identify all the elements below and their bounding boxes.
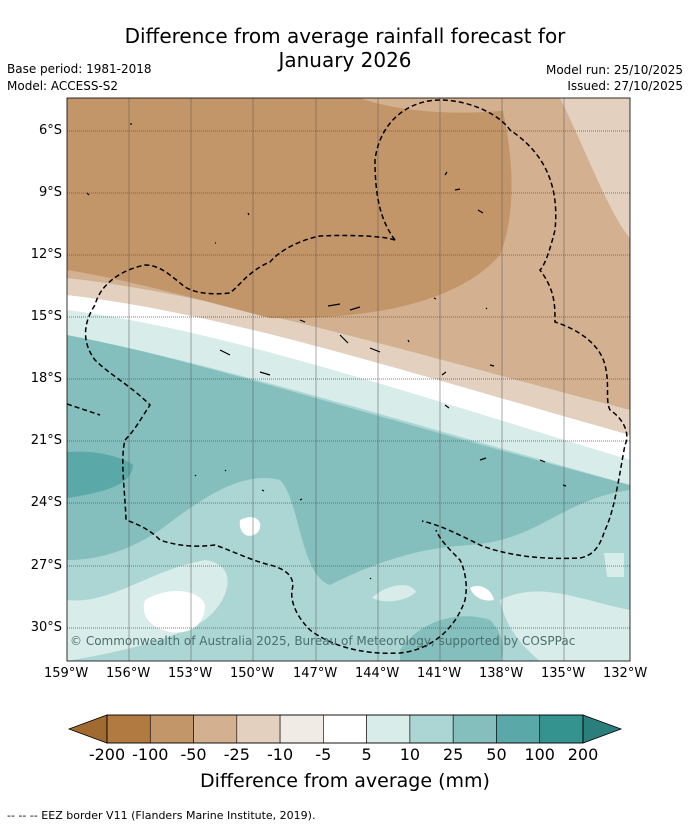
colorbar-cell-4 — [279, 714, 324, 744]
eez-border-fragment — [67, 403, 101, 416]
colorbar — [67, 714, 623, 744]
colorbar-tick-label: -5 — [315, 745, 332, 764]
colorbar-frame — [106, 714, 584, 744]
colorbar-cell-10 — [539, 714, 584, 744]
colorbar-tick-label: 25 — [442, 745, 464, 764]
model-name: Model: ACCESS-S2 — [7, 79, 119, 93]
title-line-2: January 2026 — [278, 48, 412, 72]
lon-label-147w: 147°W — [293, 666, 338, 681]
title-line-1: Difference from average rainfall forecas… — [124, 24, 566, 48]
lat-label-6s: 6°S — [38, 123, 62, 138]
lat-label-30s: 30°S — [30, 620, 62, 635]
lat-label-18s: 18°S — [30, 371, 62, 386]
colorbar-tick-label: -100 — [132, 745, 169, 764]
lat-label-24s: 24°S — [30, 495, 62, 510]
colorbar-tick-label: -25 — [223, 745, 250, 764]
white-patch-sw — [143, 590, 205, 633]
islands — [86, 123, 567, 580]
lon-label-144w: 144°W — [355, 666, 400, 681]
eez-border-east — [374, 99, 628, 560]
colorbar-low-arrow — [67, 714, 108, 744]
base-period: Base period: 1981-2018 — [7, 62, 152, 76]
colorbar-cell-0 — [106, 714, 151, 744]
colorbar-tick-label: 10 — [399, 745, 421, 764]
lon-label-138w: 138°W — [479, 666, 524, 681]
lon-label-141w: 141°W — [417, 666, 462, 681]
colorbar-cell-5 — [323, 714, 367, 744]
map-frame — [66, 97, 631, 662]
model-run: Model run: 25/10/2025 — [545, 63, 683, 77]
lat-label-9s: 9°S — [38, 185, 62, 200]
colorbar-cell-7 — [409, 714, 454, 744]
band-teal-50-100 — [67, 335, 630, 585]
band-white — [67, 295, 630, 460]
white-patch-se — [470, 585, 494, 601]
colorbar-cell-8 — [452, 714, 497, 744]
colorbar-cell-2 — [193, 714, 238, 744]
light-patch-east — [604, 553, 624, 577]
colorbar-tick-label: -200 — [88, 745, 126, 764]
colorbar-tick-label: 5 — [361, 745, 372, 764]
light-patch-south — [372, 585, 416, 602]
band-teal-100-200 — [67, 451, 133, 498]
lat-label-27s: 27°S — [30, 558, 62, 573]
lat-label-21s: 21°S — [30, 433, 62, 448]
colorbar-tick-label: 200 — [567, 745, 599, 764]
lat-label-15s: 15°S — [30, 309, 62, 324]
lon-label-132w: 132°W — [603, 666, 648, 681]
lon-label-156w: 156°W — [106, 666, 151, 681]
colorbar-tick-label: 50 — [486, 745, 507, 764]
colorbar-cell-9 — [496, 714, 541, 744]
colorbar-tick-label: 100 — [524, 745, 555, 764]
issued-date: Issued: 27/10/2025 — [567, 79, 683, 93]
lon-label-135w: 135°W — [541, 666, 586, 681]
eez-borders — [67, 99, 628, 654]
grid-lines — [67, 98, 630, 661]
colorbar-tick-label: -10 — [267, 745, 294, 764]
map-copyright: © Commonwealth of Australia 2025, Bureau… — [70, 634, 576, 648]
colorbar-tick-label: -50 — [180, 745, 207, 764]
lon-label-159w: 159°W — [44, 666, 89, 681]
white-patch-central — [239, 517, 261, 536]
map-contours — [67, 98, 630, 661]
colorbar-cells — [106, 714, 584, 744]
eez-footnote: -- -- -- EEZ border V11 (Flanders Marine… — [7, 809, 316, 822]
band-teal-south — [400, 616, 503, 661]
colorbar-cell-6 — [366, 714, 411, 744]
lon-label-153w: 153°W — [168, 666, 213, 681]
colorbar-cell-3 — [236, 714, 281, 744]
light-patch-se — [500, 591, 630, 661]
band-brown-north — [360, 98, 560, 113]
band-brown-50-100 — [67, 98, 512, 319]
colorbar-axis-title: Difference from average (mm) — [200, 770, 490, 792]
lon-label-150w: 150°W — [230, 666, 275, 681]
lat-label-12s: 12°S — [30, 247, 62, 262]
band-light-brown-ne — [560, 98, 630, 238]
colorbar-cell-1 — [149, 714, 194, 744]
colorbar-high-arrow — [582, 714, 623, 744]
